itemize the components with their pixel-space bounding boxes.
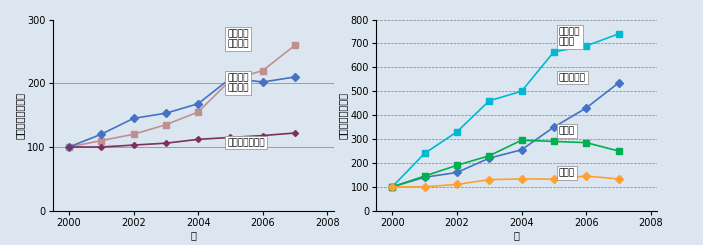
X-axis label: 年: 年 bbox=[191, 230, 196, 240]
Text: 色素増感系: 色素増感系 bbox=[559, 73, 586, 82]
Text: 有機系: 有機系 bbox=[559, 127, 575, 136]
Text: 太陽電池
（日本）: 太陽電池 （日本） bbox=[227, 73, 249, 93]
Text: 無機系: 無機系 bbox=[559, 169, 575, 178]
Text: 全論文（世界）: 全論文（世界） bbox=[227, 138, 265, 147]
X-axis label: 年: 年 bbox=[514, 230, 520, 240]
Text: システム
技術等: システム 技術等 bbox=[559, 27, 581, 47]
Text: 太陽電池
（世界）: 太陽電池 （世界） bbox=[227, 29, 249, 49]
Y-axis label: 論文の伸び（％）: 論文の伸び（％） bbox=[338, 92, 348, 139]
Y-axis label: 論文の伸び（％）: 論文の伸び（％） bbox=[15, 92, 25, 139]
